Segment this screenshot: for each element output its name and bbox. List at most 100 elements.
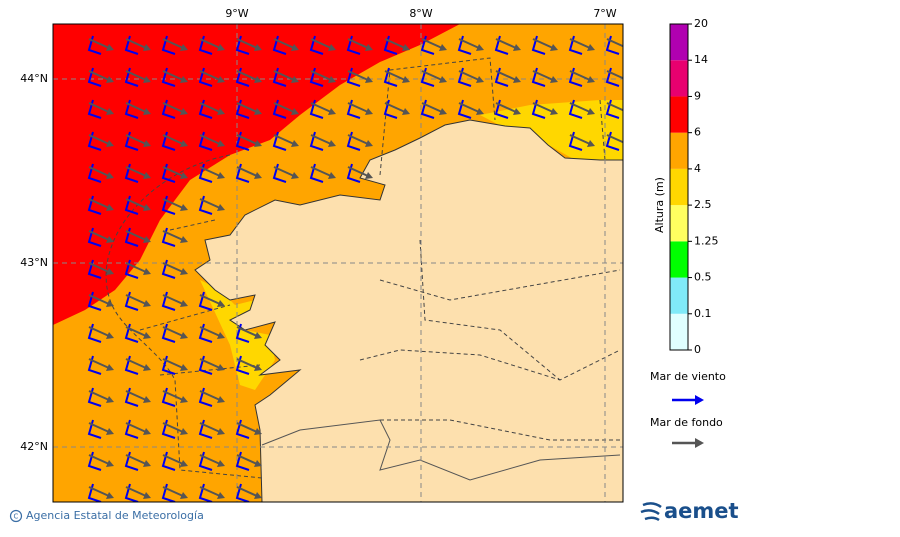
swell-arrow: [236, 38, 258, 49]
swell-arrow: [125, 422, 147, 433]
sea-red: [53, 24, 460, 325]
swell-arrow: [569, 102, 591, 113]
colorbar-frame: [669, 23, 689, 351]
swell-arrowhead: [143, 172, 151, 179]
swell-arrow: [88, 390, 110, 401]
colorbar-segment: [670, 205, 688, 242]
swell-arrow: [162, 70, 184, 81]
swell-arrow: [569, 38, 591, 49]
colorbar-segment: [670, 96, 688, 133]
swell-arrowhead: [143, 108, 151, 115]
swell-arrow: [495, 102, 517, 113]
swell-arrow: [236, 102, 258, 113]
colorbar-segment: [670, 241, 688, 278]
swell-arrow: [458, 70, 480, 81]
swell-arrow: [125, 198, 147, 209]
swell-arrowhead: [624, 76, 632, 83]
swell-arrowhead: [217, 76, 225, 83]
swell-arrowhead: [476, 44, 484, 51]
swell-arrowhead: [439, 108, 447, 115]
swell-arrowhead: [550, 44, 558, 51]
swell-arrow: [199, 102, 221, 113]
lon-label: 9°W: [225, 7, 248, 20]
colorbar-tick-label: 1.25: [694, 234, 719, 247]
swell-arrow: [88, 294, 110, 305]
swell-arrow: [606, 38, 623, 48]
swell-arrowhead: [106, 428, 114, 435]
swell-arrow: [236, 134, 258, 145]
swell-arrow: [162, 230, 184, 241]
swell-arrowhead: [106, 236, 114, 243]
swell-arrowhead: [180, 300, 188, 307]
swell-arrow: [421, 70, 443, 81]
colorbar-tick-label: 0.1: [694, 307, 712, 320]
map-frame: [52, 23, 624, 503]
swell-arrow: [347, 102, 369, 113]
swell-arrow: [347, 134, 369, 145]
swell-arrow: [310, 166, 332, 177]
swell-arrowhead: [365, 44, 373, 51]
credit: Agencia Estatal de Meteorología: [26, 509, 204, 522]
swell-arrowhead: [328, 172, 336, 179]
swell-arrow: [532, 102, 554, 113]
swell-arrowhead: [143, 396, 151, 403]
swell-arrowhead: [365, 140, 373, 147]
swell-arrowhead: [291, 172, 299, 179]
swell-arrowhead: [180, 76, 188, 83]
swell-arrow: [532, 38, 554, 49]
swell-arrowhead: [439, 76, 447, 83]
swell-arrowhead: [180, 492, 188, 499]
swell-arrow: [236, 486, 258, 497]
swell-arrowhead: [143, 76, 151, 83]
swell-arrow: [199, 294, 221, 305]
swell-arrowhead: [587, 108, 595, 115]
swell-arrowhead: [624, 140, 632, 147]
swell-arrowhead: [513, 108, 521, 115]
swell-arrowhead: [254, 428, 262, 435]
swell-arrow: [236, 70, 258, 81]
map: [53, 24, 632, 502]
swell-arrow: [125, 102, 147, 113]
swell-arrow: [125, 70, 147, 81]
swell-arrowhead: [217, 108, 225, 115]
swell-arrowhead: [254, 140, 262, 147]
swell-arrow: [199, 166, 221, 177]
swell-arrowhead: [217, 140, 225, 147]
swell-arrowhead: [587, 140, 595, 147]
swell-arrow: [88, 198, 110, 209]
swell-arrow: [606, 70, 623, 80]
swell-arrowhead: [106, 44, 114, 51]
logo: aemet: [640, 499, 739, 523]
colorbar-tick-label: 0.5: [694, 271, 712, 284]
swell-arrow: [88, 230, 110, 241]
swell-arrow: [162, 166, 184, 177]
swell-arrow: [125, 294, 147, 305]
swell-arrow: [421, 38, 443, 49]
swell-arrowhead: [439, 44, 447, 51]
swell-arrowhead: [328, 44, 336, 51]
lat-label: 43°N: [20, 256, 48, 269]
swell-arrowhead: [402, 44, 410, 51]
province-border: [105, 57, 621, 479]
swell-arrow: [236, 326, 258, 337]
copyright-icon: [9, 509, 23, 523]
swell-arrowhead: [365, 172, 373, 179]
swell-arrowhead: [291, 76, 299, 83]
swell-arrow: [384, 70, 406, 81]
lat-label: 42°N: [20, 440, 48, 453]
swell-arrowhead: [106, 108, 114, 115]
swell-arrowhead: [180, 460, 188, 467]
swell-arrowhead: [476, 76, 484, 83]
lon-label: 7°W: [593, 7, 616, 20]
swell-arrow: [236, 358, 258, 369]
colorbar-tick-label: 4: [694, 162, 701, 175]
swell-arrowhead: [143, 332, 151, 339]
swell-arrow: [273, 102, 295, 113]
swell-arrowhead: [291, 44, 299, 51]
logo-icon: [640, 502, 662, 522]
swell-arrowhead: [143, 236, 151, 243]
colorbar-title: Altura (m): [653, 177, 666, 233]
swell-arrowhead: [328, 76, 336, 83]
swell-arrow: [125, 38, 147, 49]
swell-arrow: [199, 486, 221, 497]
